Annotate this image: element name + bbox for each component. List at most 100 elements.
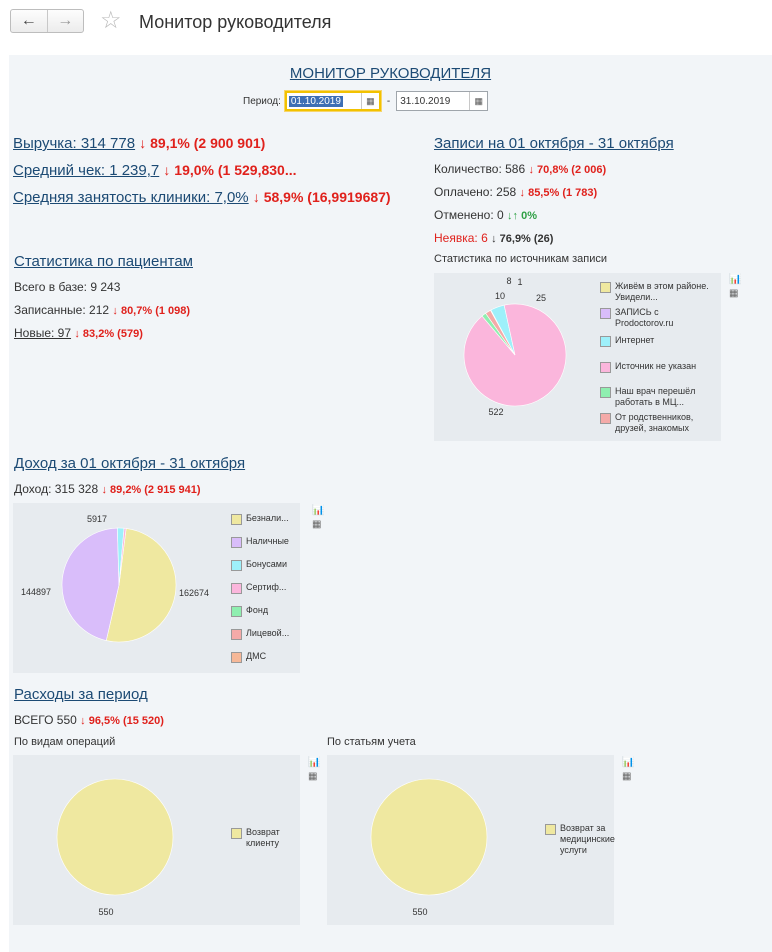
legend-label: Источник не указан [615,361,697,371]
legend-item: Наш врач перешёл работать в МЦ... [600,386,718,408]
period-selector: Период: 01.10.2019 ▦ - 31.10.2019 ▦ [243,89,489,113]
expenses-items-chart[interactable]: 550 Возврат за медицинские услуги [327,755,615,925]
expenses-items-toolicons: 📊 ▦ [622,756,634,784]
monitor-title: МОНИТОР РУКОВОДИТЕЛЯ [289,65,492,82]
monitor-panel: МОНИТОР РУКОВОДИТЕЛЯ Период: 01.10.2019 … [9,55,772,952]
revenue-link[interactable]: Выручка: 314 778 [13,135,136,152]
patients-title[interactable]: Статистика по пациентам [14,253,193,270]
back-button[interactable]: ← [11,10,47,32]
legend-label: От родственников, друзей, знакомых [615,412,694,433]
expenses-total-label: ВСЕГО 550 [14,713,77,727]
chart-icon[interactable]: 📊 [729,274,742,285]
legend-item: Интернет [600,335,654,347]
legend-swatch [600,387,611,398]
occupancy-link[interactable]: Средняя занятость клиники: 7,0% [13,189,249,206]
avg-check-link[interactable]: Средний чек: 1 239,7 [13,162,160,179]
date-from-value: 01.10.2019 [288,95,343,107]
pie-value-label: 1 [517,277,522,287]
patients-new-link[interactable]: Новые: 97 [14,326,72,340]
legend-item: Бонусами [231,559,287,571]
expenses-by-ops-title: По видам операций [14,736,116,748]
nav-buttons: ← → [10,9,84,33]
legend-label: Наш врач перешёл работать в МЦ... [615,386,696,407]
expenses-total-delta: ↓ 96,5% (15 520) [80,715,164,727]
legend-swatch [600,362,611,373]
calendar-icon[interactable]: ▦ [469,92,487,110]
pie-slice[interactable] [56,778,174,896]
revenue-row: Выручка: 314 778 ↓ 89,1% (2 900 901) [13,135,265,152]
appt-paid-row: Оплачено: 258 ↓ 85,5% (1 783) [434,185,597,199]
legend-item: ЗАПИСЬ с Prodoctorov.ru [600,307,718,329]
pie-value-label: 144897 [21,587,51,597]
legend-item: Возврат клиенту [231,827,299,849]
income-value-delta: ↓ 89,2% (2 915 941) [101,484,201,496]
pie-value-label: 5917 [87,514,107,524]
legend-swatch [545,824,556,835]
calendar-icon[interactable]: ▦ [360,93,379,109]
legend-item: Фонд [231,605,268,617]
pie-value-label: 8 [506,276,511,286]
period-dash: - [386,95,391,107]
table-icon[interactable]: ▦ [308,771,318,782]
legend-label: Фонд [246,605,269,615]
income-pie: 162674 144897 5917 [21,514,209,643]
income-row: Доход: 315 328 ↓ 89,2% (2 915 941) [14,482,201,496]
legend-swatch [600,282,611,293]
legend-item: Лицевой... [231,628,289,640]
legend-swatch [231,828,242,839]
arrow-left-icon: ← [20,12,37,29]
patients-booked-row: Записанные: 212 ↓ 80,7% (1 098) [14,303,190,317]
forward-button[interactable]: → [46,10,84,32]
expenses-title[interactable]: Расходы за период [14,686,148,703]
legend-label: Лицевой... [246,628,290,638]
pie-slice[interactable] [485,309,516,356]
page-title: Монитор руководителя [139,12,332,32]
table-icon[interactable]: ▦ [729,288,739,299]
pie-slice[interactable] [370,778,488,896]
chart-icon[interactable]: 📊 [308,757,321,768]
chart-icon[interactable]: 📊 [312,505,325,516]
sources-toolicons: 📊 ▦ [729,273,741,301]
legend-label: Возврат за медицинские услуги [560,823,615,855]
appt-cancelled-label: Отменено: 0 [434,208,504,222]
sources-title: Статистика по источникам записи [434,253,608,265]
table-icon[interactable]: ▦ [622,771,632,782]
pie-value-label: 10 [495,291,505,301]
legend-swatch [231,606,242,617]
legend-swatch [600,336,611,347]
table-icon[interactable]: ▦ [312,519,322,530]
legend-label: Возврат клиенту [246,827,280,848]
avg-check-row: Средний чек: 1 239,7 ↓ 19,0% (1 529,830.… [13,162,297,179]
favorite-star-icon[interactable]: ☆ [100,7,122,34]
appt-noshow-row: Неявка: 6 ↓ 76,9% (26) [434,231,553,245]
income-chart[interactable]: 162674 144897 5917 Безнали... Наличные Бонус… [13,503,300,673]
appt-cancelled-row: Отменено: 0 ↓↑ 0% [434,208,537,222]
avg-check-delta: ↓ 19,0% (1 529,830... [163,162,297,178]
chart-icon[interactable]: 📊 [622,757,635,768]
expenses-ops-chart[interactable]: 550 Возврат клиенту [13,755,300,925]
pie-slice[interactable] [105,528,177,643]
occupancy-delta: ↓ 58,9% (16,9919687) [252,189,391,205]
pie-value-label: 162674 [179,588,209,598]
sources-chart[interactable]: 1 25 522 8 10 Живём в этом районе. Увидели..… [434,273,721,441]
appointments-title[interactable]: Записи на 01 октября - 31 октября [434,135,674,152]
income-title[interactable]: Доход за 01 октября - 31 октября [14,455,246,472]
date-to-field[interactable]: 31.10.2019 ▦ [396,91,489,111]
legend-label: Наличные [246,536,289,546]
date-from-field[interactable]: 01.10.2019 ▦ [284,91,381,111]
revenue-delta: ↓ 89,1% (2 900 901) [139,135,266,151]
appt-count-row: Количество: 586 ↓ 70,8% (2 006) [434,162,606,176]
arrow-right-icon: → [57,12,74,29]
occupancy-row: Средняя занятость клиники: 7,0% ↓ 58,9% … [13,189,391,206]
legend-item: Возврат за медицинские услуги [545,823,615,856]
appt-noshow-label: Неявка: 6 [434,231,488,245]
income-toolicons: 📊 ▦ [312,504,324,532]
top-bar: ← → ☆ Монитор руководителя [0,0,772,46]
pie-slice[interactable] [61,527,120,641]
pie-value-label: 25 [536,293,546,303]
pie-value-label: 550 [412,907,427,917]
legend-item: От родственников, друзей, знакомых [600,412,718,434]
legend-item: Живём в этом районе. Увидели... [600,281,718,303]
pie-slice[interactable] [118,527,127,586]
expenses-ops-toolicons: 📊 ▦ [308,756,320,784]
